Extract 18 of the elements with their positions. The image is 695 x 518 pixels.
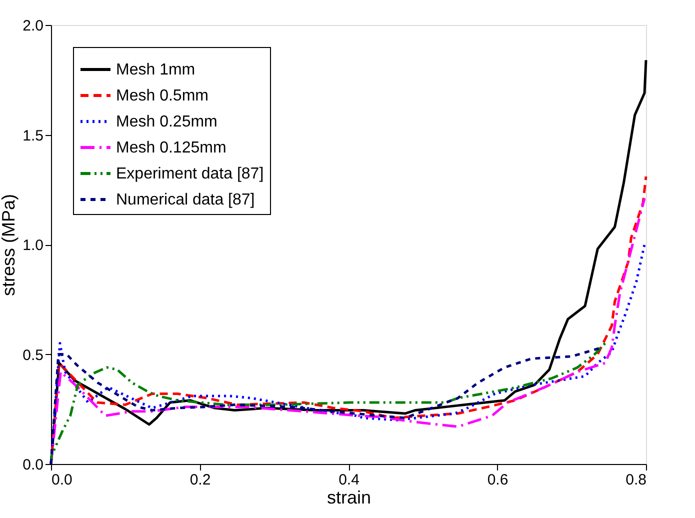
y-axis-title: stress (MPa) xyxy=(0,194,19,296)
legend-label: Mesh 0.125mm xyxy=(116,140,226,156)
legend-label: Mesh 0.25mm xyxy=(116,114,218,130)
x-tick-label: 0.2 xyxy=(190,472,211,488)
x-tick-label: 0.4 xyxy=(338,472,360,488)
x-tick-label: 0.8 xyxy=(626,472,646,488)
y-tick-label: 0.5 xyxy=(22,346,44,364)
x-tick-label: 0.6 xyxy=(487,472,508,488)
legend-label: Numerical data [87] xyxy=(116,192,255,208)
legend-label: Mesh 0.5mm xyxy=(116,88,208,104)
y-tick-label: 2.0 xyxy=(22,18,44,34)
x-axis-title: strain xyxy=(326,488,372,508)
y-tick-label: 1.0 xyxy=(22,237,44,254)
legend-label: Mesh 1mm xyxy=(116,62,196,78)
legend-label: Experiment data [87] xyxy=(116,166,264,182)
y-tick-label: 1.5 xyxy=(22,127,44,144)
x-tick-label: 0.0 xyxy=(52,472,72,488)
y-tick-label: 0.0 xyxy=(22,456,44,474)
